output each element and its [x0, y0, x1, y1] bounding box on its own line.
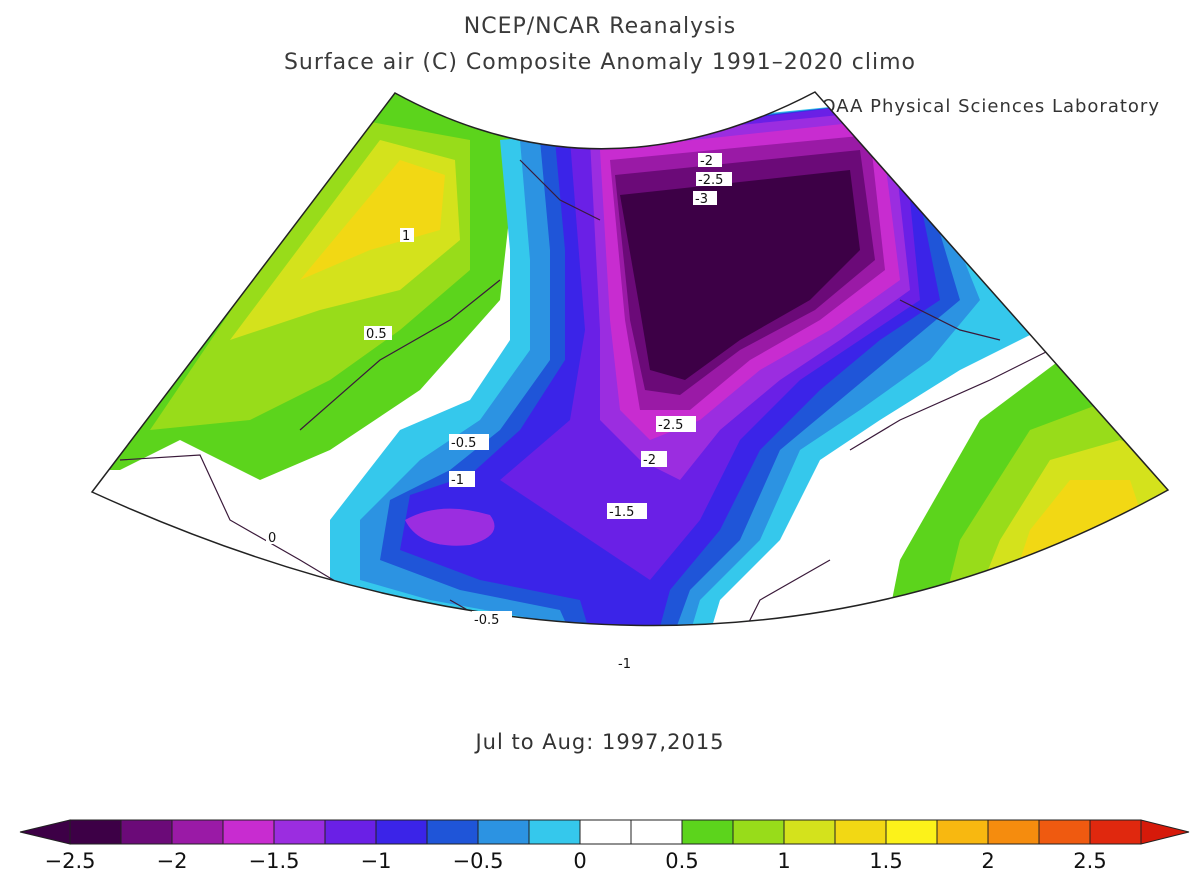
colorbar-cell [579, 819, 632, 845]
colorbar-cell [528, 819, 581, 845]
colorbar-tick-label: −1 [361, 849, 392, 873]
colorbar-cell [1089, 819, 1142, 845]
colorbar-cells [19, 819, 1190, 845]
negative-anomaly-30 [620, 170, 860, 380]
contour-label: -0.5 [449, 434, 489, 451]
contour-label: -2 [698, 153, 722, 169]
colorbar-cell [477, 819, 530, 845]
colorbar-tick-labels: −2.5 −2 −1.5 −1 −0.5 0 0.5 1 1.5 2 2.5 [45, 849, 1107, 873]
positive-anomaly-west-core [300, 160, 445, 280]
colorbar-tick-label: 2 [981, 849, 994, 873]
colorbar-right-arrow [1140, 819, 1190, 845]
contour-zero-line [299, 279, 1051, 451]
colorbar-cell [69, 819, 122, 845]
contour-label: -2.5 [656, 416, 696, 433]
colorbar-tick-label: −2 [157, 849, 188, 873]
contour-label: 0.5 [364, 326, 392, 342]
colorbar-cell [834, 819, 887, 845]
svg-text:0.5: 0.5 [366, 327, 387, 342]
colorbar-tick-label: 1 [777, 849, 790, 873]
contour-label: 0 [266, 530, 280, 546]
svg-text:-2.5: -2.5 [658, 418, 683, 433]
colorbar-cell [222, 819, 275, 845]
colorbar-cell [273, 819, 326, 845]
colorbar-tick-label: 0.5 [665, 849, 698, 873]
colorbar-cell [681, 819, 734, 845]
negative-anomaly-south-pocket [405, 508, 495, 546]
colorbar-cell [324, 819, 377, 845]
colorbar-tick-label: 0 [573, 849, 586, 873]
colorbar-cell [426, 819, 479, 845]
contour-label: -1 [616, 655, 642, 672]
coastline [119, 159, 1001, 626]
svg-text:-1: -1 [451, 473, 464, 488]
contour-label: -1.5 [607, 503, 647, 520]
colorbar-tick-label: 1.5 [869, 849, 902, 873]
svg-text:-3: -3 [695, 192, 708, 207]
svg-text:-2: -2 [700, 154, 713, 169]
colorbar-tick-label: −0.5 [453, 849, 504, 873]
contour-label: -3 [693, 191, 717, 207]
colorbar-cell [732, 819, 785, 845]
positive-anomaly-south [720, 618, 835, 626]
contour-label-group: -2 -2.5 -3 1 0.5 -0.5 -1 -2.5 -2 -1.5 0 … [266, 153, 732, 672]
colorbar-cell [987, 819, 1040, 845]
svg-text:-0.5: -0.5 [474, 613, 499, 628]
svg-text:0: 0 [268, 531, 276, 546]
colorbar-tick-label: 2.5 [1073, 849, 1106, 873]
svg-text:-2: -2 [643, 453, 656, 468]
svg-text:-1.5: -1.5 [609, 505, 634, 520]
map-subtitle: Surface air (C) Composite Anomaly 1991–2… [283, 50, 917, 75]
anomaly-map: -2 -2.5 -3 1 0.5 -0.5 -1 -2.5 -2 -1.5 0 … [90, 91, 1170, 672]
colorbar-cell [1038, 819, 1091, 845]
colorbar-cell [885, 819, 938, 845]
contour-label: -2 [641, 451, 667, 468]
map-border [90, 91, 1170, 627]
map-title: NCEP/NCAR Reanalysis [463, 14, 737, 39]
colorbar-cell [936, 819, 989, 845]
colorbar-left-arrow [19, 819, 71, 845]
contour-label: -1 [449, 471, 475, 488]
colorbar-cell [630, 819, 683, 845]
colorbar-cell [171, 819, 224, 845]
colorbar-cell [375, 819, 428, 845]
colorbar-cell [783, 819, 836, 845]
svg-text:-2.5: -2.5 [698, 173, 723, 188]
time-period-label: Jul to Aug: 1997,2015 [475, 730, 725, 754]
contour-label: -0.5 [472, 611, 512, 628]
colorbar-tick-label: −2.5 [45, 849, 96, 873]
contour-label: 1 [400, 228, 414, 244]
positive-anomaly-east-hot [940, 580, 1010, 626]
colorbar-cell [120, 819, 173, 845]
svg-text:-1: -1 [618, 657, 631, 672]
credit-label: NOAA Physical Sciences Laboratory [806, 96, 1160, 117]
colorbar-tick-label: −1.5 [249, 849, 300, 873]
svg-text:-0.5: -0.5 [451, 436, 476, 451]
svg-text:1: 1 [402, 229, 410, 244]
contour-label: -2.5 [696, 172, 732, 188]
